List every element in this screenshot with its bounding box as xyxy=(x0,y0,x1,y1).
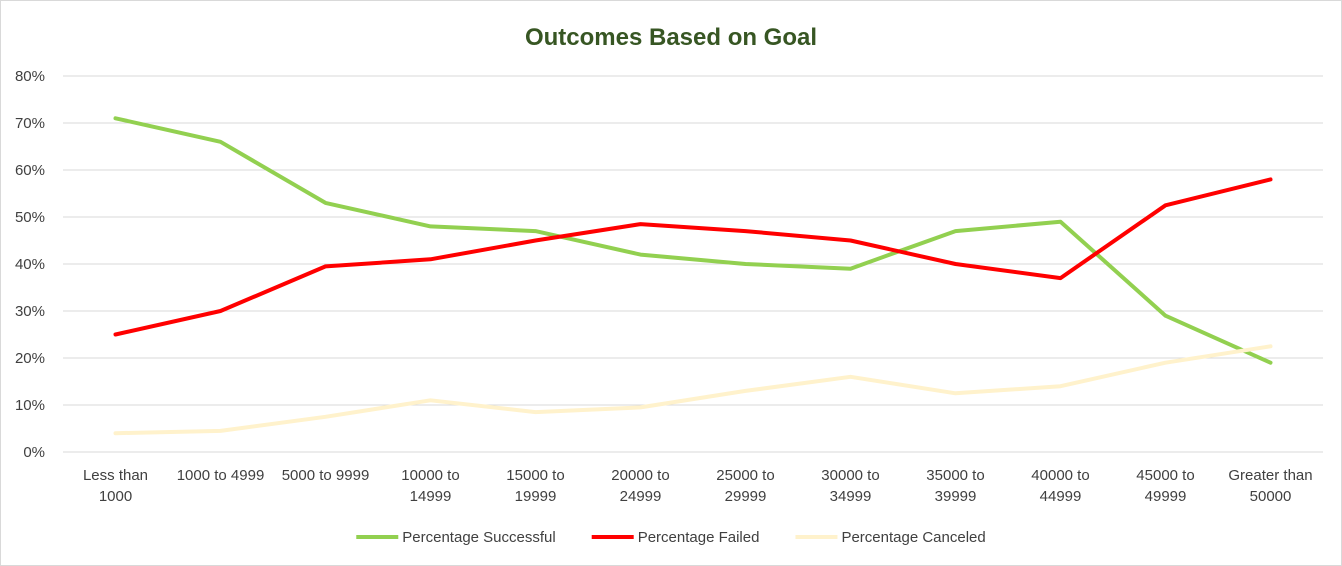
y-tick-label: 70% xyxy=(15,115,45,132)
series-line-percentage-failed xyxy=(113,177,1273,337)
legend-label: Percentage Successful xyxy=(402,529,555,546)
x-tick-label: Less than 1000 xyxy=(83,467,148,505)
y-tick-label: 30% xyxy=(15,303,45,320)
x-tick-label: 10000 to 14999 xyxy=(401,467,459,505)
x-tick-label: 5000 to 9999 xyxy=(282,467,370,484)
series-line-percentage-successful xyxy=(113,116,1273,365)
x-tick-label: Greater than 50000 xyxy=(1228,467,1312,505)
y-tick-label: 80% xyxy=(15,68,45,85)
x-tick-label: 35000 to 39999 xyxy=(926,467,984,505)
x-tick-label: 45000 to 49999 xyxy=(1136,467,1194,505)
legend-label: Percentage Failed xyxy=(638,529,760,546)
x-tick-label: 30000 to 34999 xyxy=(821,467,879,505)
legend: Percentage Successful Percentage Failed Pe… xyxy=(356,529,986,546)
x-tick-label: 40000 to 44999 xyxy=(1031,467,1089,505)
y-tick-label: 20% xyxy=(15,350,45,367)
y-tick-label: 10% xyxy=(15,397,45,414)
x-axis: Less than 1000 1000 to 4999 5000 to 9999 100… xyxy=(83,467,1313,505)
y-axis: 0% 10% 20% 30% 40% 50% 60% 70% 80% xyxy=(15,68,45,461)
x-tick-label: 20000 to 24999 xyxy=(611,467,669,505)
gridlines xyxy=(63,75,1323,453)
x-tick-label: 25000 to 29999 xyxy=(716,467,774,505)
y-tick-label: 50% xyxy=(15,209,45,226)
series-lines xyxy=(113,116,1273,436)
chart-title: Outcomes Based on Goal xyxy=(525,24,817,51)
x-tick-label: 1000 to 4999 xyxy=(177,467,265,484)
y-tick-label: 0% xyxy=(23,444,45,461)
y-tick-label: 60% xyxy=(15,162,45,179)
x-tick-label: 15000 to 19999 xyxy=(506,467,564,505)
series-line-percentage-canceled xyxy=(113,344,1273,436)
y-tick-label: 40% xyxy=(15,256,45,273)
legend-label: Percentage Canceled xyxy=(841,529,985,546)
